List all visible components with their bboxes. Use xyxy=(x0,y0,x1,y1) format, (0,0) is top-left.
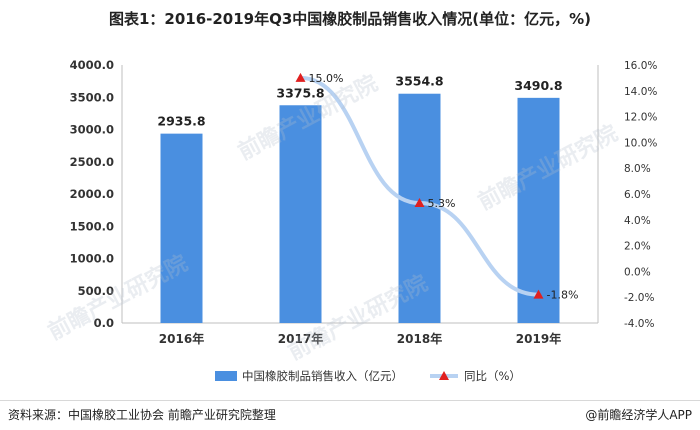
y-left-tick-label: 4000.0 xyxy=(70,58,114,72)
line-point-marker xyxy=(414,198,425,208)
y-right-tick-label: 12.0% xyxy=(624,112,657,124)
legend-line-label: 同比（%） xyxy=(464,369,521,383)
y-left-tick-label: 2000.0 xyxy=(70,187,114,201)
y-left-tick-label: 3000.0 xyxy=(70,123,114,137)
bar-value-label: 3375.8 xyxy=(276,85,324,100)
bar-value-label: 2935.8 xyxy=(157,114,205,129)
y-left-tick-label: 3500.0 xyxy=(70,90,114,104)
y-right-tick-label: 0.0% xyxy=(624,266,651,278)
chart-title: 图表1：2016-2019年Q3中国橡胶制品销售收入情况(单位：亿元，%) xyxy=(108,10,592,28)
y-right-tick-label: -4.0% xyxy=(624,318,654,330)
legend-bar-swatch xyxy=(215,371,237,381)
y-left-tick-label: 1500.0 xyxy=(70,219,114,233)
x-tick-label: 2018年 xyxy=(397,331,442,346)
bar-value-label: 3490.8 xyxy=(514,78,562,93)
line-point-marker xyxy=(533,289,544,299)
bar xyxy=(398,93,441,324)
line-point-marker xyxy=(295,72,306,82)
legend-bar-label: 中国橡胶制品销售收入（亿元） xyxy=(242,369,403,383)
x-tick-label: 2019年 xyxy=(516,331,561,346)
y-right-tick-label: 10.0% xyxy=(624,137,657,149)
y-left-tick-label: 1000.0 xyxy=(70,252,114,266)
line-value-label: 15.0% xyxy=(309,72,344,85)
line-value-label: -1.8% xyxy=(547,289,579,302)
copyright-note: @前瞻经济学人APP xyxy=(585,408,692,422)
source-note: 资料来源：中国橡胶工业协会 前瞻产业研究院整理 xyxy=(8,408,276,422)
bar-value-label: 3554.8 xyxy=(395,74,443,89)
footer: 资料来源：中国橡胶工业协会 前瞻产业研究院整理 @前瞻经济学人APP xyxy=(0,400,700,425)
y-right-tick-label: 6.0% xyxy=(624,189,651,201)
y-right-tick-label: 8.0% xyxy=(624,163,651,175)
y-right-tick-label: 14.0% xyxy=(624,86,657,98)
bar xyxy=(279,105,322,324)
y-left-tick-label: 500.0 xyxy=(78,284,114,298)
y-right-tick-label: -2.0% xyxy=(624,292,654,304)
legend-line-marker xyxy=(439,371,449,380)
y-left-tick-label: 2500.0 xyxy=(70,155,114,169)
line-value-label: 5.3% xyxy=(428,197,456,210)
x-tick-label: 2016年 xyxy=(159,331,204,346)
y-right-tick-label: 4.0% xyxy=(624,215,651,227)
y-left-tick-label: 0.0 xyxy=(94,316,114,330)
bar xyxy=(517,97,560,323)
y-right-tick-label: 2.0% xyxy=(624,241,651,253)
bar xyxy=(160,133,203,323)
x-tick-label: 2017年 xyxy=(278,331,323,346)
chart-svg: 0.0 500.0 1000.0 1500.0 2000.0 2500.0 3000.0 35… xyxy=(70,58,658,383)
y-right-tick-label: 16.0% xyxy=(624,60,657,72)
